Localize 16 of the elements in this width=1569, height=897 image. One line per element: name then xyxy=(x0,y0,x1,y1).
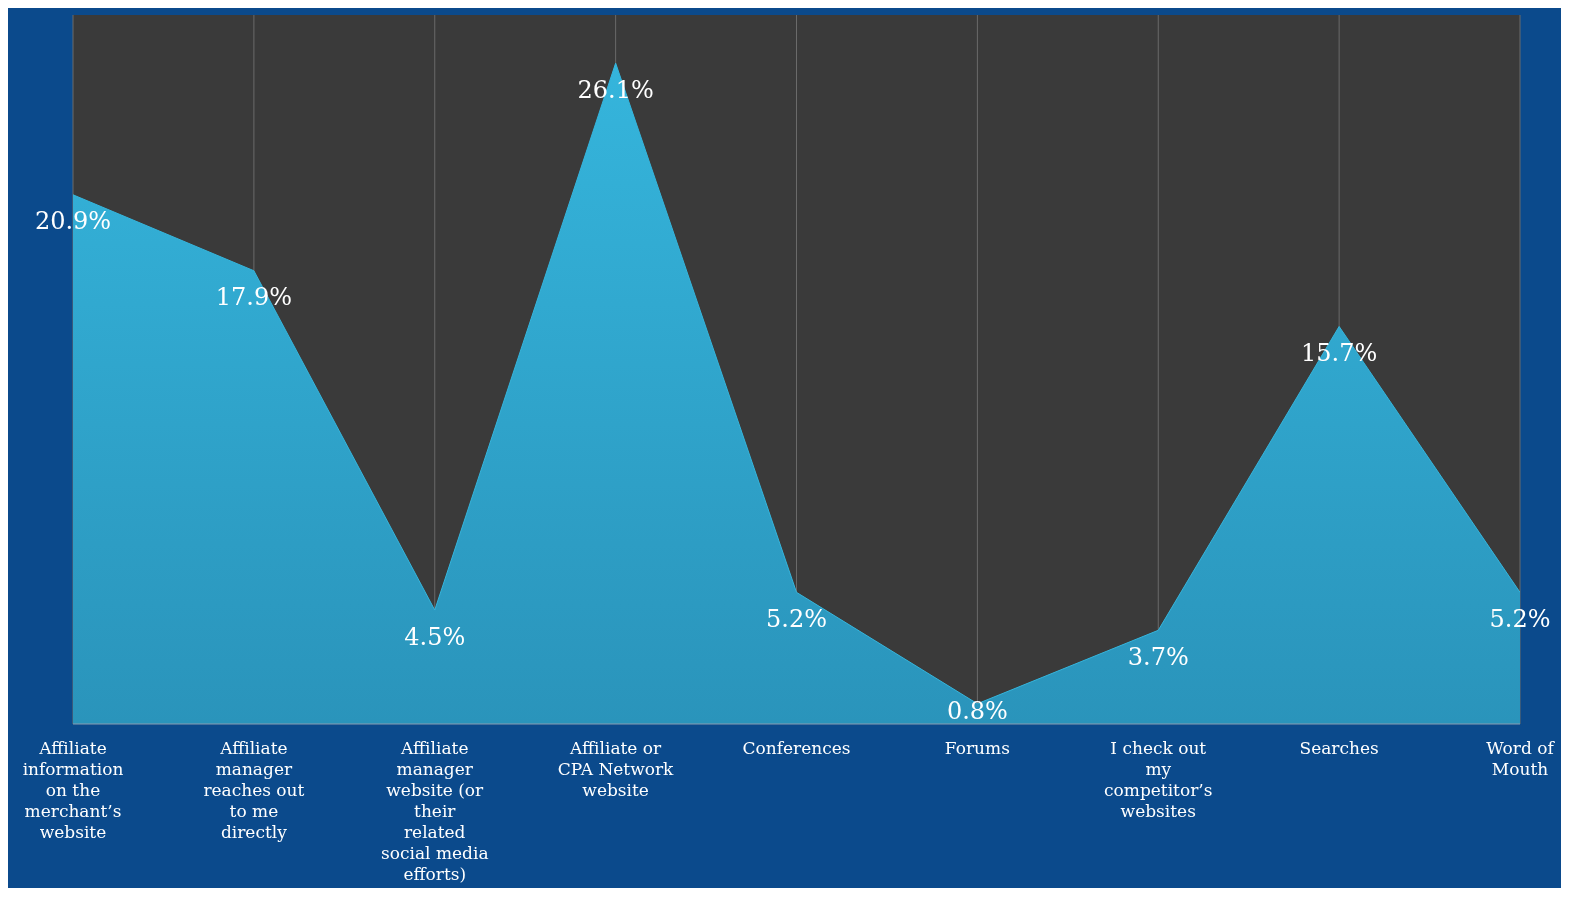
x-tick-label: Searches xyxy=(1299,738,1379,758)
data-label: 5.2% xyxy=(766,604,827,633)
x-tick-label: Affiliate manager website (or their related social media efforts) xyxy=(380,738,489,884)
data-label: 0.8% xyxy=(946,696,1008,725)
data-label: 20.9% xyxy=(34,207,112,236)
data-label: 3.7% xyxy=(1127,642,1189,671)
x-tick-label: Conferences xyxy=(742,738,851,758)
x-tick-label: Word of Mouth xyxy=(1486,738,1556,779)
x-tick-label: Forums xyxy=(944,738,1010,758)
x-tick-label: Affiliate information on the merchant’s website xyxy=(22,738,124,842)
data-label: 5.2% xyxy=(1489,604,1551,633)
data-label: 4.5% xyxy=(404,622,466,651)
x-tick-label: I check out my competitor’s websites xyxy=(1104,738,1213,821)
x-tick-label: Affiliate manager reaches out to me directly xyxy=(203,738,305,842)
data-label: 15.7% xyxy=(1301,338,1378,367)
x-tick-label: Affiliate or CPA Network website xyxy=(557,738,675,800)
